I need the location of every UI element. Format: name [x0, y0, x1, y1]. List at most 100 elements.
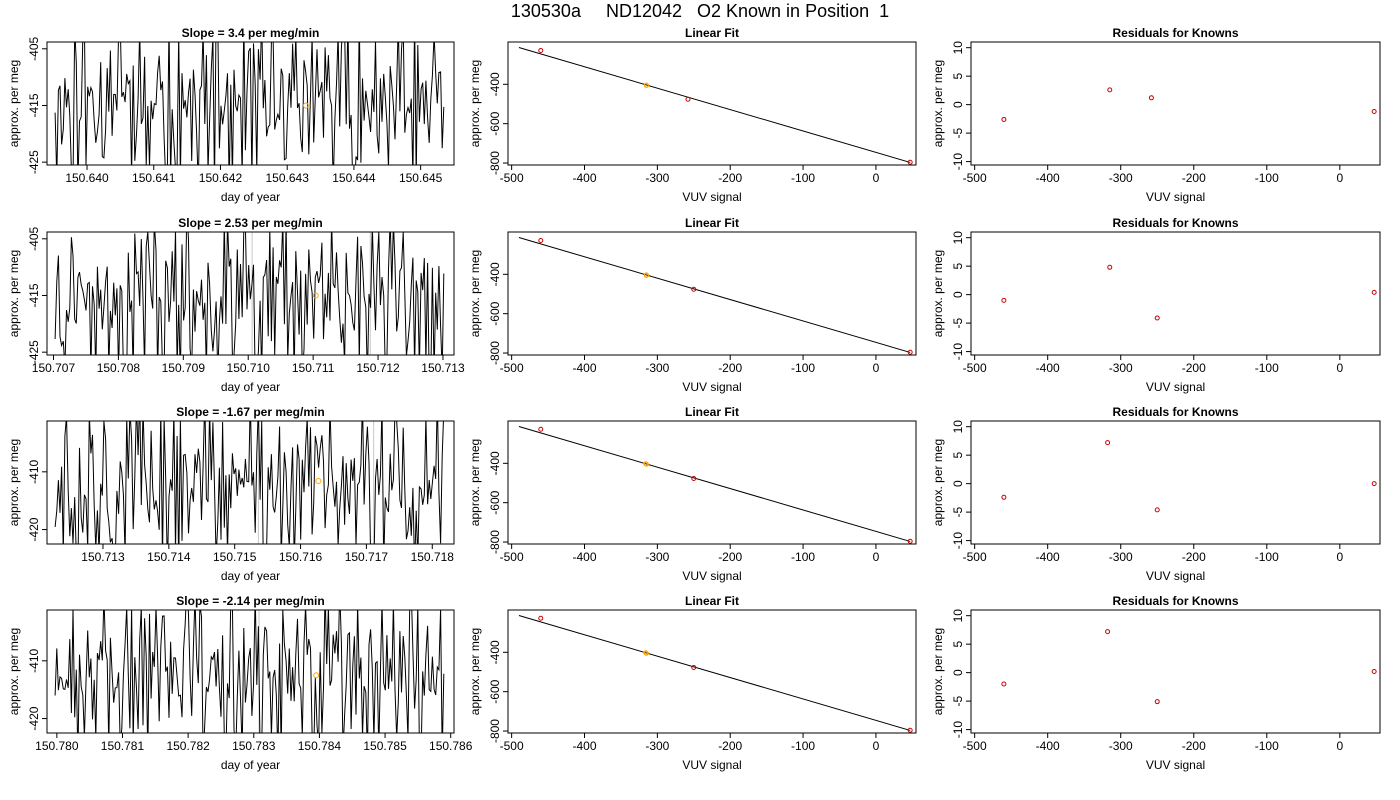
panel-title: Slope = -2.14 per meg/min	[176, 594, 324, 608]
x-axis-label: day of year	[221, 569, 280, 583]
x-tick-label: -100	[791, 361, 815, 375]
y-tick-label: -425	[27, 340, 41, 364]
x-tick-label: 0	[873, 361, 880, 375]
y-axis-label: approx. per meg	[468, 60, 482, 147]
x-tick-label: -300	[1109, 550, 1133, 564]
x-tick-label: 150.640	[65, 171, 109, 185]
x-tick-label: 150.786	[429, 739, 473, 753]
data-point	[691, 286, 697, 292]
data-point	[1001, 297, 1007, 303]
chart-panel-6: Residuals for Knowns-500 -400 -300 -200 -100…	[931, 216, 1381, 394]
x-tick-label: 150.645	[399, 171, 443, 185]
data-point	[538, 426, 544, 432]
plot-area	[54, 232, 445, 355]
chart-panel-12: Residuals for Knowns-500 -400 -300 -200 -100…	[931, 594, 1381, 772]
x-tick-label: -100	[791, 171, 815, 185]
y-tick-label: -5	[951, 127, 965, 138]
x-tick-label: 150.708	[97, 361, 141, 375]
x-tick-label: -300	[645, 739, 669, 753]
x-tick-label: -400	[1036, 550, 1060, 564]
y-tick-label: -405	[27, 226, 41, 250]
x-tick-label: -500	[963, 550, 987, 564]
data-point	[1371, 481, 1377, 487]
plot-frame	[46, 609, 455, 734]
x-tick-label: -200	[1182, 361, 1206, 375]
plot-area	[1001, 629, 1377, 705]
panel-title: Residuals for Knowns	[1112, 594, 1238, 608]
x-tick-label: -300	[645, 361, 669, 375]
fit-line	[518, 47, 911, 163]
data-point	[691, 664, 697, 670]
data-point	[643, 461, 649, 467]
x-axis-label: VUV signal	[682, 758, 741, 772]
x-tick-label: -400	[572, 361, 596, 375]
data-point	[538, 47, 544, 53]
plot-area	[518, 615, 913, 733]
y-axis-label: approx. per meg	[931, 250, 945, 337]
chart-panel-5: Linear Fit -500 -400 -300 -200 -100 0 -400 -600 -…	[468, 216, 917, 394]
data-point	[1371, 669, 1377, 674]
plot-area	[1001, 87, 1377, 122]
x-tick-label: -100	[791, 739, 815, 753]
x-axis-label: VUV signal	[1146, 758, 1205, 772]
y-axis-label: approx. per meg	[931, 60, 945, 147]
x-tick-label: -200	[1182, 171, 1206, 185]
x-tick-label: -200	[718, 550, 742, 564]
x-tick-label: 150.717	[345, 550, 389, 564]
x-tick-label: -200	[718, 361, 742, 375]
y-axis-label: approx. per meg	[7, 250, 21, 337]
y-tick-label: -800	[488, 530, 502, 554]
data-point	[1154, 507, 1160, 513]
x-tick-label: 0	[1336, 550, 1343, 564]
panel-title: Residuals for Knowns	[1112, 216, 1238, 230]
x-tick-label: 150.707	[32, 361, 76, 375]
x-tick-label: -500	[500, 361, 524, 375]
x-tick-label: -400	[572, 739, 596, 753]
y-tick-label: -415	[27, 283, 41, 307]
x-axis-label: day of year	[221, 190, 280, 204]
y-tick-label: -425	[27, 150, 41, 174]
data-point	[538, 237, 544, 243]
plot-area	[1001, 440, 1377, 513]
y-tick-label: 5	[951, 452, 965, 459]
x-tick-label: 0	[873, 739, 880, 753]
y-tick-label: -600	[488, 490, 502, 514]
data-point	[643, 272, 649, 278]
y-axis-label: approx. per meg	[931, 439, 945, 526]
x-tick-label: -100	[1255, 550, 1279, 564]
x-tick-label: 150.718	[411, 550, 455, 564]
plot-area	[518, 47, 913, 165]
fit-line	[518, 237, 911, 353]
x-axis-label: VUV signal	[682, 569, 741, 583]
x-axis-label: day of year	[221, 758, 280, 772]
x-tick-label: -400	[1036, 171, 1060, 185]
y-tick-label: 10	[951, 41, 965, 55]
y-tick-label: -10	[951, 532, 965, 550]
panel-title: Slope = 3.4 per meg/min	[182, 26, 320, 40]
x-tick-label: -100	[1255, 361, 1279, 375]
plot-frame	[46, 420, 455, 545]
x-axis-label: VUV signal	[1146, 190, 1205, 204]
chart-panel-3: Residuals for Knowns-500 -400 -300 -200 -100…	[931, 26, 1381, 204]
data-point	[1371, 289, 1377, 295]
y-tick-label: 10	[951, 231, 965, 245]
y-axis-label: approx. per meg	[7, 628, 21, 715]
x-tick-label: 0	[873, 550, 880, 564]
x-tick-label: 0	[873, 171, 880, 185]
panel-title: Residuals for Knowns	[1112, 26, 1238, 40]
data-point	[907, 727, 913, 733]
y-axis-label: approx. per meg	[7, 439, 21, 526]
mean-marker	[302, 102, 309, 109]
x-tick-label: -500	[963, 739, 987, 753]
data-point	[1001, 681, 1007, 687]
x-tick-label: 150.643	[266, 171, 310, 185]
x-tick-label: -400	[572, 171, 596, 185]
x-axis-label: VUV signal	[1146, 569, 1205, 583]
data-point	[907, 159, 913, 165]
x-tick-label: -300	[645, 171, 669, 185]
x-tick-label: -200	[718, 739, 742, 753]
chart-panel-8: Linear Fit -500 -400 -300 -200 -100 0 -400 -600 -…	[468, 405, 917, 583]
x-tick-label: 150.713	[421, 361, 465, 375]
y-tick-label: -800	[488, 341, 502, 365]
